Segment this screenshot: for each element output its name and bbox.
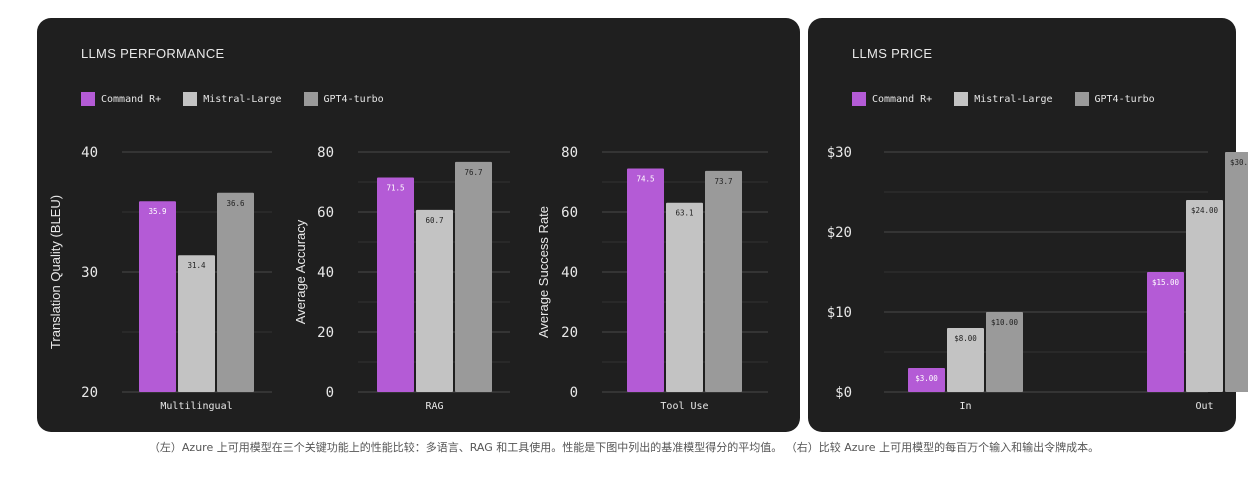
legend-item-command-r-plus: Command R+	[852, 92, 932, 106]
legend-swatch-mistral-large	[183, 92, 198, 106]
performance-legend: Command R+ Mistral-Large GPT4-turbo	[81, 92, 406, 106]
legend-label: Command R+	[872, 93, 933, 105]
legend-swatch-command-r-plus	[852, 92, 866, 106]
bar	[139, 201, 176, 392]
data-label: $24.00	[1191, 206, 1219, 215]
y-tick-label: 40	[317, 265, 334, 281]
bar	[217, 192, 254, 392]
y-tick-label: 30	[81, 265, 98, 281]
data-label: 74.5	[636, 175, 654, 184]
y-tick-label: $30	[827, 145, 852, 161]
bar	[705, 170, 742, 392]
y-tick-label: 60	[561, 205, 578, 221]
performance-title: LLMS PERFORMANCE	[81, 46, 225, 61]
charts-canvas: 20 30 40 Translation Quality (BLEU) 35.9 31.4…	[48, 145, 1248, 412]
y-tick-label: 0	[570, 385, 578, 401]
data-label: 63.1	[675, 209, 693, 218]
price-legend: Command R+ Mistral-Large GPT4-turbo	[852, 92, 1177, 106]
y-tick-label: $10	[827, 305, 852, 321]
legend-swatch-mistral-large	[954, 92, 969, 106]
data-label: 71.5	[386, 184, 404, 193]
bar	[627, 168, 664, 392]
bar	[377, 177, 414, 392]
bar	[666, 202, 703, 392]
data-label: 73.7	[714, 177, 732, 186]
bar	[1147, 272, 1184, 392]
y-tick-label: 20	[561, 325, 578, 341]
y-tick-label: 20	[317, 325, 334, 341]
y-tick-label: $20	[827, 225, 852, 241]
y-tick-label: 60	[317, 205, 334, 221]
y-tick-label: 40	[561, 265, 578, 281]
legend-item-gpt4-turbo: GPT4-turbo	[1074, 92, 1155, 106]
y-axis-label: Translation Quality (BLEU)	[48, 195, 63, 349]
legend-label: Mistral-Large	[974, 93, 1053, 105]
bar	[1186, 200, 1223, 392]
legend-label: GPT4-turbo	[323, 93, 384, 105]
y-tick-label: 80	[317, 145, 334, 161]
bar	[908, 368, 945, 392]
data-label: $3.00	[915, 374, 938, 383]
legend-item-mistral-large: Mistral-Large	[954, 92, 1053, 106]
data-label: $8.00	[954, 334, 977, 343]
figure-caption: （左）Azure 上可用模型在三个关键功能上的性能比较：多语言、RAG 和工具使…	[148, 441, 1100, 454]
data-label: 31.4	[187, 261, 206, 270]
data-label: 76.7	[464, 168, 482, 177]
bar	[947, 328, 984, 392]
data-label: 36.6	[226, 199, 245, 208]
legend-swatch-gpt4-turbo	[1074, 92, 1089, 106]
legend-item-command-r-plus: Command R+	[81, 92, 161, 106]
y-tick-label: $0	[835, 385, 852, 401]
bar	[986, 312, 1023, 392]
legend-swatch-command-r-plus	[81, 92, 95, 106]
legend-item-mistral-large: Mistral-Large	[183, 92, 282, 106]
y-axis-label: Average Accuracy	[293, 219, 308, 324]
data-label: $10.00	[991, 318, 1019, 327]
bar	[1225, 152, 1248, 392]
y-tick-label: 20	[81, 385, 98, 401]
legend-swatch-gpt4-turbo	[303, 92, 318, 106]
x-tick-label: Multilingual	[160, 401, 232, 412]
legend-label: Command R+	[101, 93, 162, 105]
bar	[178, 255, 215, 392]
data-label: 60.7	[425, 216, 443, 225]
legend-label: Mistral-Large	[203, 93, 282, 105]
y-tick-label: 0	[326, 385, 334, 401]
y-tick-label: 80	[561, 145, 578, 161]
y-axis-label: Average Success Rate	[536, 206, 551, 338]
x-tick-label: Tool Use	[660, 401, 708, 412]
y-tick-label: 40	[81, 145, 98, 161]
x-tick-label: Out	[1195, 401, 1213, 412]
price-title: LLMS PRICE	[852, 46, 933, 61]
legend-item-gpt4-turbo: GPT4-turbo	[303, 92, 384, 106]
data-label: 35.9	[148, 207, 166, 216]
data-label: $15.00	[1152, 278, 1180, 287]
legend-label: GPT4-turbo	[1094, 93, 1155, 105]
x-tick-label: RAG	[425, 401, 443, 412]
data-label: $30.00	[1230, 158, 1248, 167]
x-tick-label: In	[959, 401, 971, 412]
bar	[416, 209, 453, 392]
bar	[455, 161, 492, 392]
